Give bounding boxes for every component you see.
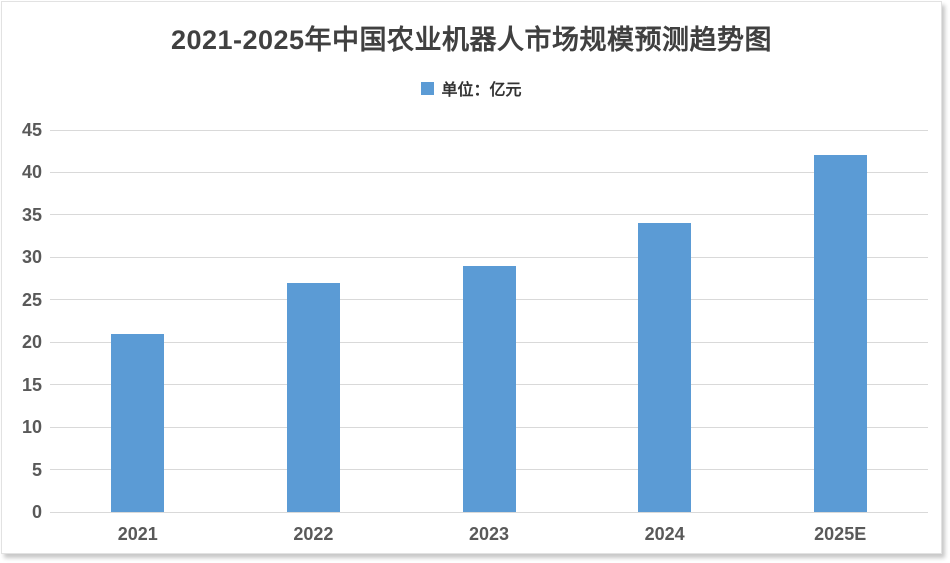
legend-swatch-icon: [421, 81, 435, 95]
x-tick-label-2025E: 2025E: [814, 524, 867, 544]
y-tick-label-45: 45: [21, 120, 42, 140]
bar-2023: [462, 265, 516, 512]
legend-label: 单位：亿元: [441, 82, 522, 99]
gridline-45: [50, 129, 928, 131]
chart-card: 2021-2025年中国农业机器人市场规模预测趋势图 单位：亿元 0 5 10 15 2…: [1, 1, 942, 554]
gridline-0: [50, 511, 928, 513]
bar-2025E: [813, 155, 867, 512]
gridline-30: [50, 256, 928, 258]
y-tick-label-30: 30: [21, 247, 42, 268]
bar-2021: [111, 333, 165, 512]
y-tick-label-10: 10: [21, 417, 42, 438]
x-tick-label-2021: 2021: [117, 524, 158, 544]
bar-2024: [638, 223, 692, 512]
y-tick-label-20: 20: [21, 332, 42, 353]
y-tick-label-25: 25: [21, 289, 42, 310]
chart-title: 2021-2025年中国农业机器人市场规模预测趋势图: [170, 25, 773, 55]
bar-2022: [286, 282, 340, 512]
y-tick-label-15: 15: [21, 374, 42, 395]
gridline-35: [50, 214, 928, 216]
y-tick-label-35: 35: [21, 204, 42, 225]
x-tick-label-2024: 2024: [644, 524, 685, 544]
legend: 单位：亿元: [2, 76, 941, 100]
plot-area: [50, 129, 928, 513]
y-tick-label-40: 40: [21, 162, 42, 183]
x-tick-label-2023: 2023: [468, 524, 510, 544]
y-tick-label-5: 5: [31, 459, 42, 480]
y-tick-label-0: 0: [31, 502, 42, 522]
gridline-40: [50, 171, 928, 173]
x-tick-label-2022: 2022: [293, 524, 334, 544]
